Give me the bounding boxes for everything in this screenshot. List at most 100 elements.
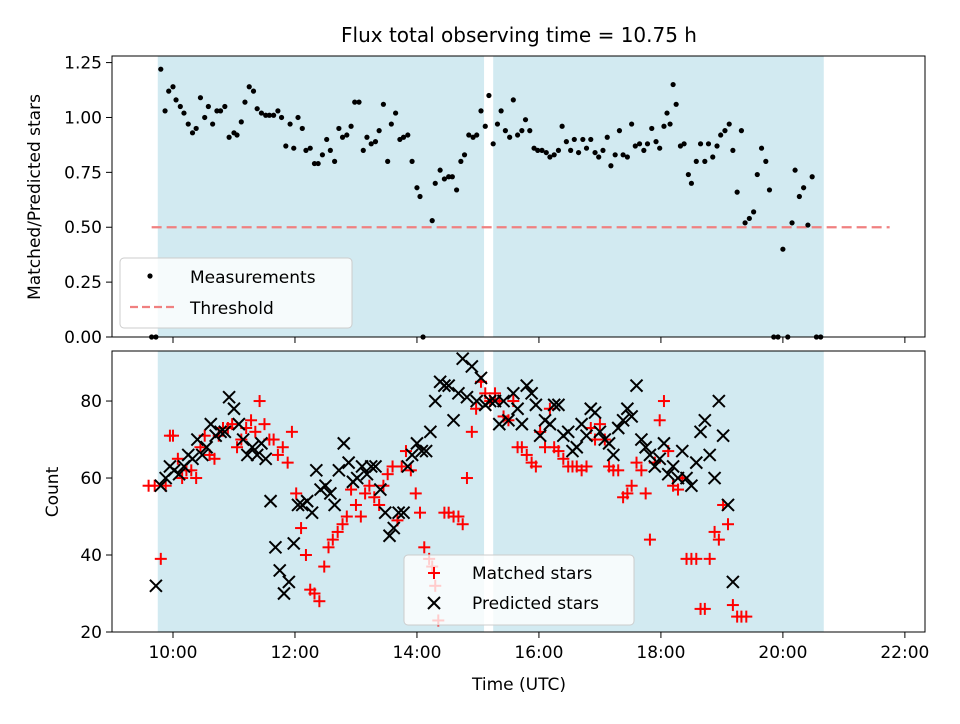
predicted-marker-b — [254, 436, 269, 451]
measurement-point — [751, 209, 757, 215]
top-axes-frame — [111, 55, 926, 338]
measurement-point — [502, 128, 508, 134]
predicted-marker-b — [684, 479, 699, 493]
predicted-marker-b — [593, 425, 607, 439]
predicted-marker-b — [721, 498, 735, 512]
measurement-point — [449, 174, 455, 180]
predicted-marker-b — [529, 398, 543, 412]
matched-star-point — [690, 552, 703, 565]
predicted-star-point — [245, 440, 259, 454]
predicted-star-point — [602, 436, 616, 451]
measurement-point — [722, 128, 728, 134]
predicted-marker-b — [570, 440, 584, 454]
matched-star-point — [326, 533, 339, 546]
top-y-axis-label: Matched/Predicted stars — [25, 94, 45, 300]
predicted-marker-b — [437, 378, 452, 393]
predicted-star-point — [305, 505, 319, 520]
measurement-point — [376, 128, 382, 134]
predicted-marker-b — [579, 428, 594, 443]
predicted-marker-b — [263, 494, 278, 508]
predicted-marker-b — [245, 440, 259, 454]
measurement-point — [344, 132, 350, 138]
predicted-star-point — [149, 579, 163, 593]
top-legend-box — [119, 257, 353, 329]
predicted-marker-b — [149, 579, 163, 593]
predicted-marker-b — [323, 486, 338, 501]
predicted-marker-b — [561, 425, 575, 439]
top-y-axis: 0.00 0.25 0.50 0.75 1.00 1.25 — [64, 54, 112, 348]
measurement-point — [275, 108, 281, 114]
matched-star-point — [249, 425, 262, 438]
measurement-point — [360, 147, 366, 153]
top-shaded-regions — [157, 56, 824, 337]
predicted-star-point — [520, 378, 534, 393]
measurement-point — [254, 106, 260, 112]
predicted-star-point — [689, 455, 703, 470]
measurement-point — [580, 136, 586, 143]
predicted-star-point — [387, 521, 401, 535]
predicted-star-point — [309, 463, 324, 478]
measurement-point — [226, 134, 232, 140]
predicted-star-point — [547, 398, 561, 412]
predicted-marker-b — [524, 386, 539, 401]
legend-marker-predicted — [427, 596, 441, 610]
predicted-marker-b — [616, 413, 630, 427]
predicted-star-point — [707, 471, 722, 485]
predicted-star-point — [634, 432, 649, 447]
predicted-marker-b — [460, 390, 474, 404]
predicted-star-point — [666, 459, 680, 474]
measurement-point — [266, 112, 272, 118]
predicted-marker-b — [515, 417, 529, 431]
matched-star-point — [313, 595, 326, 608]
y-tick-label: 0.50 — [64, 218, 102, 238]
measurement-point — [555, 147, 562, 153]
predicted-star-point — [373, 482, 388, 497]
measurement-point — [681, 141, 687, 147]
measurement-point — [388, 121, 394, 127]
predicted-marker-b — [551, 398, 566, 412]
measurement-point — [718, 132, 724, 138]
predicted-marker-b — [318, 479, 333, 493]
matched-stars-points — [142, 375, 753, 627]
predicted-marker-b — [350, 471, 364, 485]
measurement-point — [592, 149, 598, 156]
predicted-marker-b — [520, 378, 534, 393]
measurement-point — [596, 154, 602, 160]
predicted-star-point — [410, 436, 424, 451]
measurement-point — [441, 176, 447, 182]
matched-star-point — [520, 448, 533, 461]
predicted-marker-b — [648, 459, 662, 474]
predicted-marker-b — [258, 452, 273, 466]
predicted-star-point — [492, 417, 506, 431]
predicted-marker-b — [496, 394, 511, 408]
matched-star-point — [593, 418, 606, 431]
predicted-marker-b — [675, 444, 689, 458]
measurement-point — [636, 141, 643, 147]
predicted-marker-b — [451, 386, 466, 401]
measurement-point — [486, 92, 492, 99]
predicted-star-point — [185, 452, 200, 466]
measurement-point — [453, 187, 460, 193]
measurement-point — [693, 158, 699, 164]
matched-star-point — [452, 510, 465, 523]
predicted-marker-b — [611, 421, 625, 435]
matched-star-point — [171, 452, 184, 465]
predicted-star-point — [675, 444, 689, 458]
predicted-marker-b — [470, 394, 484, 408]
matched-star-point — [712, 533, 725, 546]
measurement-point — [498, 108, 504, 114]
measurement-point — [649, 125, 655, 132]
bottom-x-axis: 10:00 12:00 14:00 16:00 18:00 20:00 22:00 — [148, 632, 929, 663]
measurement-point — [185, 121, 191, 127]
predicted-star-point — [232, 417, 246, 431]
measurement-point — [315, 160, 321, 167]
measurement-points — [149, 66, 824, 340]
predicted-star-point — [415, 444, 429, 458]
predicted-star-point — [638, 440, 653, 454]
predicted-marker-b — [533, 428, 547, 443]
predicted-star-point — [213, 425, 228, 439]
measurement-point — [393, 110, 399, 116]
predicted-marker-b — [652, 452, 667, 466]
x-tick-label: 20:00 — [758, 643, 807, 663]
measurement-point — [667, 121, 673, 127]
